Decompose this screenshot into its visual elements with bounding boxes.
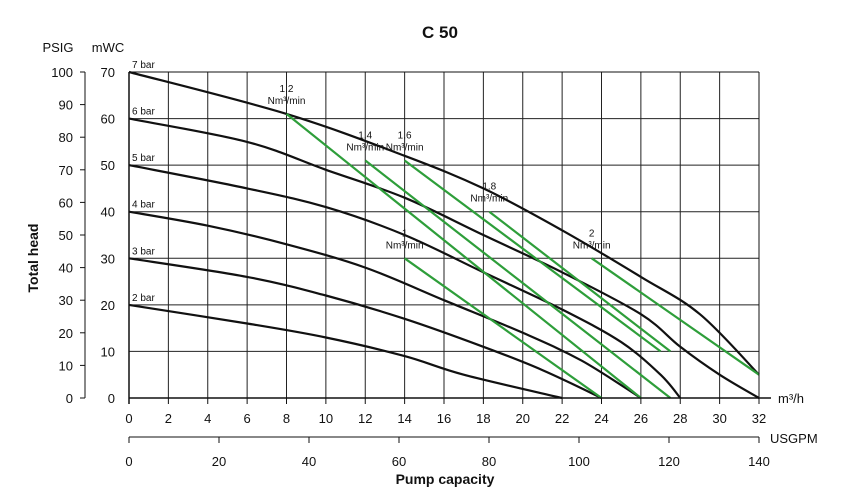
flow-curve	[285, 113, 642, 399]
flow-curve-label: 1.8	[482, 182, 496, 193]
x-axis-label: Pump capacity	[396, 471, 495, 487]
tick-labels: 0 2 4 6 8 10 12 14 16 18 20 22 24 26 28 30 3201020304050…	[51, 65, 770, 469]
pressure-curve-label: 5 bar	[132, 153, 155, 164]
x-tick-label-usgpm: 140	[748, 454, 770, 469]
pressure-curve	[128, 210, 642, 399]
y-tick-label-psig: 0	[66, 391, 73, 406]
flow-curve	[591, 257, 760, 376]
y-tick-label-mwc: 20	[101, 298, 115, 313]
flow-curve-label: 2	[589, 228, 595, 239]
flow-curve	[364, 159, 672, 399]
x-tick-label-m3h: 4	[204, 411, 211, 426]
y-tick-label-psig: 80	[59, 130, 73, 145]
flow-curve-unit: Nm³/min	[470, 194, 508, 205]
y-tick-label-mwc: 0	[108, 391, 115, 406]
flow-curve-unit: Nm³/min	[386, 240, 424, 251]
x-tick-label-m3h: 10	[319, 411, 333, 426]
y-unit-psig: PSIG	[42, 40, 73, 55]
x-tick-label-usgpm: 120	[658, 454, 680, 469]
x-tick-label-m3h: 0	[125, 411, 132, 426]
y-tick-label-psig: 20	[59, 326, 73, 341]
y-tick-label-psig: 70	[59, 163, 73, 178]
flow-curve-label: 1.4	[358, 130, 372, 141]
x-tick-label-m3h: 12	[358, 411, 372, 426]
y-tick-label-mwc: 60	[101, 112, 115, 127]
pressure-curve	[128, 164, 682, 399]
x-tick-label-m3h: 32	[752, 411, 766, 426]
x-tick-label-m3h: 8	[283, 411, 290, 426]
x-tick-label-usgpm: 20	[212, 454, 226, 469]
x-tick-label-usgpm: 80	[482, 454, 496, 469]
y-axis-label: Total head	[25, 224, 41, 293]
flow-curve	[488, 210, 672, 353]
flow-curves: 1Nm³/min1.2Nm³/min1.4Nm³/min1.6Nm³/min1.…	[268, 84, 760, 399]
flow-curve-label: 1.2	[280, 84, 294, 95]
flow-curve-unit: Nm³/min	[386, 142, 424, 153]
pressure-curve	[128, 70, 760, 376]
x-tick-label-m3h: 26	[634, 411, 648, 426]
x-tick-label-usgpm: 60	[392, 454, 406, 469]
flow-curve-unit: Nm³/min	[346, 142, 384, 153]
x-tick-label-m3h: 24	[594, 411, 608, 426]
x-tick-label-m3h: 22	[555, 411, 569, 426]
pressure-curve	[128, 303, 563, 400]
x-tick-label-m3h: 18	[476, 411, 490, 426]
y-tick-label-mwc: 50	[101, 158, 115, 173]
pressure-curves: 7 bar 6 bar 5 bar 4 bar 3 bar 2 bar	[128, 60, 760, 400]
pressure-curve-label: 3 bar	[132, 246, 155, 257]
y-tick-label-mwc: 30	[101, 251, 115, 266]
y-unit-mwc: mWC	[92, 40, 125, 55]
pressure-curve	[128, 257, 602, 399]
y-tick-label-psig: 60	[59, 195, 73, 210]
y-tick-label-mwc: 40	[101, 205, 115, 220]
pressure-curve-label: 6 bar	[132, 107, 155, 118]
y-tick-label-psig: 100	[51, 65, 73, 80]
x-tick-label-m3h: 28	[673, 411, 687, 426]
flow-curve-label: 1.6	[398, 130, 412, 141]
x-tick-label-usgpm: 0	[125, 454, 132, 469]
axes	[84, 71, 771, 438]
y-tick-label-psig: 50	[59, 228, 73, 243]
y-tick-label-psig: 10	[59, 358, 73, 373]
x-tick-label-m3h: 14	[397, 411, 411, 426]
pressure-curve	[128, 117, 760, 399]
pressure-curve-label: 2 bar	[132, 293, 155, 304]
pressure-curve-label: 4 bar	[132, 200, 155, 211]
grid	[128, 71, 760, 399]
y-tick-label-mwc: 70	[101, 65, 115, 80]
chart-title: C 50	[422, 23, 458, 42]
x-tick-label-usgpm: 100	[568, 454, 590, 469]
x-unit-m3h: m³/h	[778, 391, 804, 406]
x-tick-label-m3h: 6	[244, 411, 251, 426]
flow-curve-label: 1	[402, 228, 408, 239]
y-tick-label-mwc: 10	[101, 344, 115, 359]
x-tick-label-m3h: 30	[712, 411, 726, 426]
x-unit-usgpm: USGPM	[770, 431, 818, 446]
x-tick-label-usgpm: 40	[302, 454, 316, 469]
flow-curve-unit: Nm³/min	[573, 240, 611, 251]
flow-curve	[403, 257, 603, 399]
flow-curve-unit: Nm³/min	[268, 96, 306, 107]
x-tick-label-m3h: 16	[437, 411, 451, 426]
pressure-curve-label: 7 bar	[132, 60, 155, 71]
y-tick-label-psig: 40	[59, 261, 73, 276]
flow-curve	[403, 159, 662, 353]
x-tick-label-m3h: 20	[516, 411, 530, 426]
y-tick-label-psig: 30	[59, 293, 73, 308]
x-tick-label-m3h: 2	[165, 411, 172, 426]
y-tick-label-psig: 90	[59, 98, 73, 113]
